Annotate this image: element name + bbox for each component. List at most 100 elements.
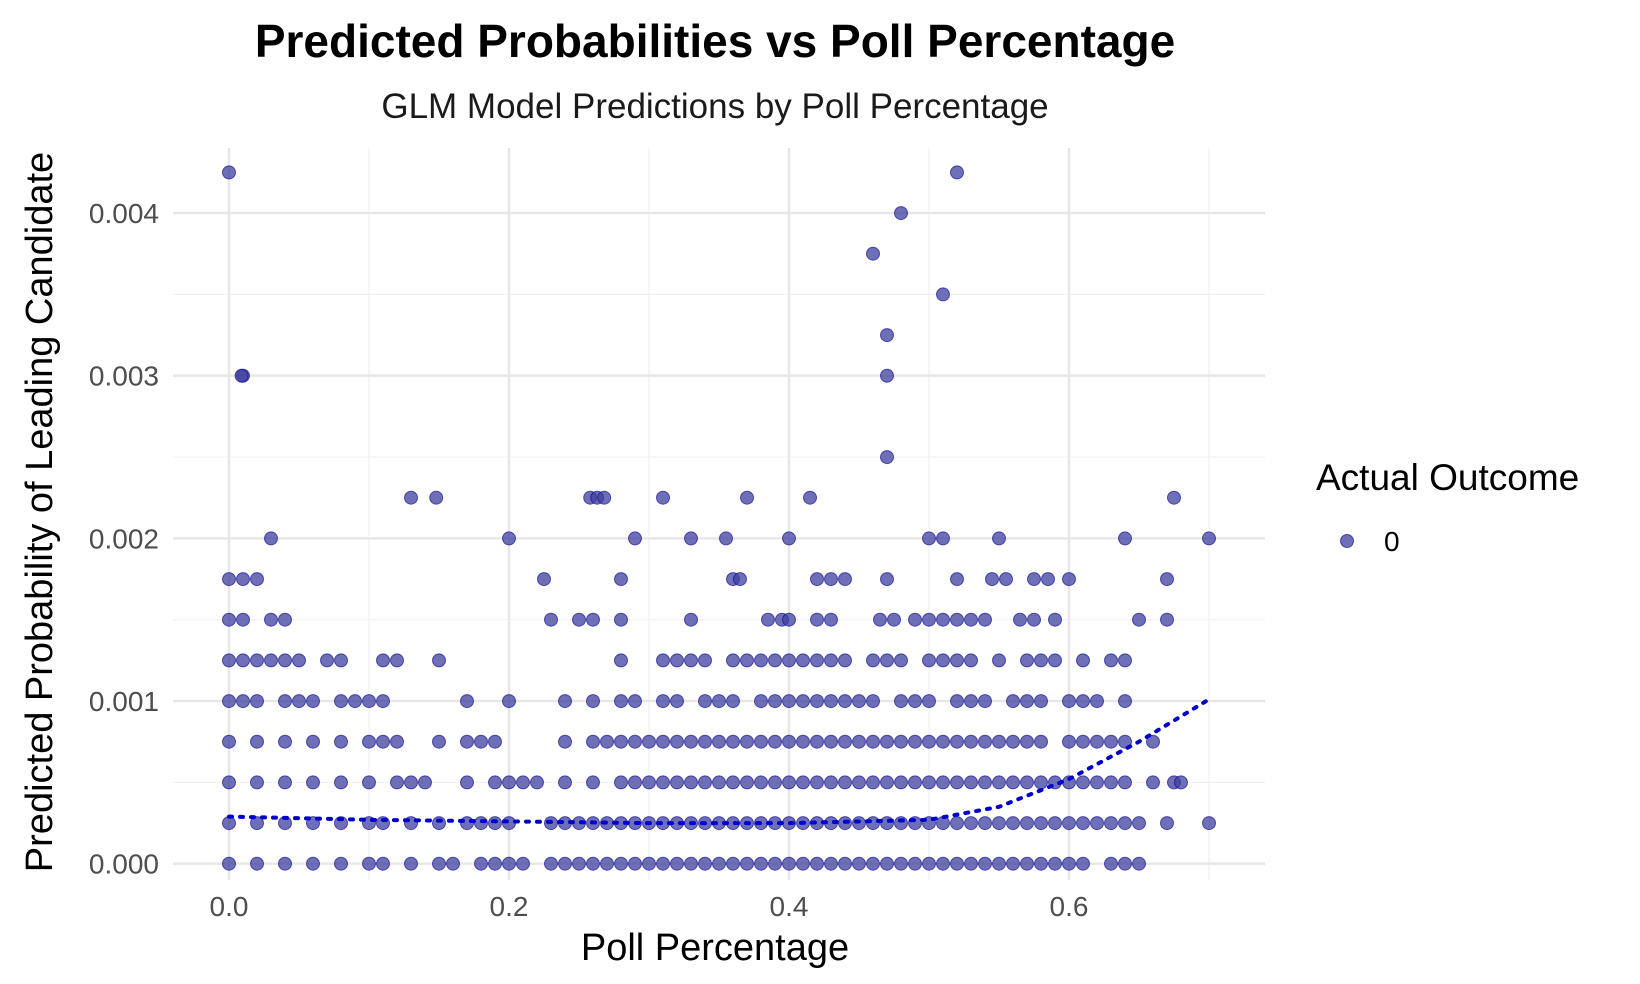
data-point [306, 734, 320, 749]
data-point [1020, 734, 1034, 749]
data-point [418, 775, 432, 790]
data-point [992, 856, 1006, 871]
data-point [782, 775, 796, 790]
data-point [992, 775, 1006, 790]
data-point [824, 856, 838, 871]
data-point [740, 856, 754, 871]
data-point [597, 490, 612, 505]
y-tick-label: 0.004 [89, 198, 159, 229]
grid [173, 148, 1265, 880]
x-tick-label: 0.0 [210, 891, 249, 922]
data-point [306, 856, 320, 871]
data-point [1041, 572, 1055, 587]
data-point [446, 856, 460, 871]
data-point [1118, 531, 1132, 546]
y-axis-title: Predicted Probability of Leading Candida… [19, 152, 61, 872]
data-point [628, 694, 642, 709]
data-point [474, 856, 488, 871]
data-point [1104, 816, 1118, 831]
data-point [824, 734, 838, 749]
data-point [684, 612, 698, 627]
data-point [586, 856, 600, 871]
data-point [908, 734, 922, 749]
data-point [586, 734, 600, 749]
data-point [656, 694, 670, 709]
data-point [670, 694, 684, 709]
data-point [460, 816, 474, 831]
data-point [222, 612, 236, 627]
data-point [880, 856, 894, 871]
data-point [488, 775, 502, 790]
data-point [502, 856, 516, 871]
data-point [894, 856, 908, 871]
data-point [964, 694, 978, 709]
data-point [362, 734, 376, 749]
data-point [712, 694, 726, 709]
data-point [1076, 775, 1090, 790]
data-point [642, 856, 656, 871]
data-point [936, 612, 950, 627]
data-point [824, 694, 838, 709]
legend-entry-label: 0 [1384, 526, 1400, 557]
data-point [558, 694, 572, 709]
data-point [992, 734, 1006, 749]
data-point [894, 734, 908, 749]
data-point [908, 775, 922, 790]
data-point [1048, 816, 1062, 831]
data-point [894, 694, 908, 709]
data-point [838, 775, 852, 790]
data-point [852, 694, 866, 709]
data-point [1062, 856, 1076, 871]
data-point [236, 612, 250, 627]
data-point [250, 572, 264, 587]
data-point [558, 775, 572, 790]
data-point [1118, 816, 1132, 831]
data-point [278, 734, 292, 749]
legend: Actual Outcome 0 [1316, 457, 1579, 557]
data-point [222, 775, 236, 790]
data-point [1034, 694, 1048, 709]
data-point [656, 775, 670, 790]
data-point [502, 694, 516, 709]
data-point [866, 734, 880, 749]
data-point [432, 856, 446, 871]
data-point [726, 856, 740, 871]
data-point [950, 612, 964, 627]
data-point [1020, 694, 1034, 709]
data-point [250, 816, 264, 831]
data-point [866, 775, 880, 790]
data-point [670, 734, 684, 749]
data-point [1020, 775, 1034, 790]
data-point [852, 775, 866, 790]
data-point [234, 368, 249, 383]
data-point [432, 816, 446, 831]
data-point [460, 775, 474, 790]
data-point [719, 531, 733, 546]
data-point [460, 734, 474, 749]
x-tick-label: 0.4 [770, 891, 809, 922]
data-point [1048, 856, 1062, 871]
data-point [1104, 775, 1118, 790]
data-point [796, 653, 810, 668]
data-point [614, 612, 628, 627]
data-point [964, 856, 978, 871]
data-point [824, 572, 838, 587]
data-point [922, 734, 936, 749]
data-point [1062, 734, 1076, 749]
data-point [516, 856, 530, 871]
data-point [1132, 612, 1146, 627]
data-point [838, 856, 852, 871]
data-point [572, 856, 586, 871]
data-point [936, 856, 950, 871]
data-point [740, 734, 754, 749]
data-point [978, 856, 992, 871]
data-point [586, 694, 600, 709]
data-point [306, 694, 320, 709]
data-point [558, 734, 572, 749]
data-point [320, 653, 334, 668]
data-point [222, 856, 236, 871]
data-point [754, 694, 768, 709]
data-point [558, 856, 572, 871]
data-point [754, 653, 768, 668]
